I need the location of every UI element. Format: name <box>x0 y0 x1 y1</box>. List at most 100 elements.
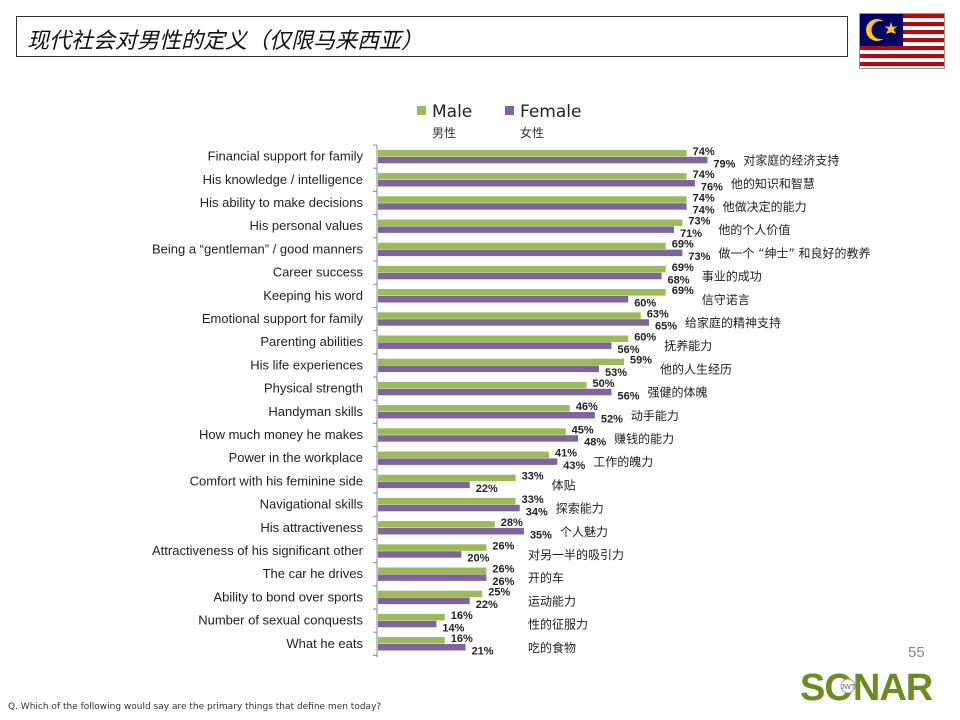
category-label: Being a “gentleman” / good manners <box>152 241 364 256</box>
chinese-label: 他的人生经历 <box>660 361 732 376</box>
bar-female <box>378 504 520 512</box>
data-label-female: 73% <box>688 251 710 263</box>
chinese-label: 事业的成功 <box>702 269 762 284</box>
page-title: 现代社会对男性的定义（仅限马来西亚） <box>27 29 424 54</box>
category-label: His life experiences <box>250 357 363 372</box>
data-label-male: 69% <box>672 285 694 297</box>
data-label-female: 52% <box>601 414 623 426</box>
chinese-label: 他的个人价值 <box>718 222 790 237</box>
bar-male <box>378 196 687 203</box>
category-label: Comfort with his feminine side <box>190 473 363 488</box>
bar-female <box>378 365 600 373</box>
category-label: Power in the workplace <box>229 450 363 465</box>
bar-male <box>378 567 487 574</box>
bar-male <box>378 544 487 551</box>
data-label-male: 41% <box>555 448 577 460</box>
bar-female <box>378 458 558 465</box>
data-label-female: 22% <box>476 483 498 495</box>
flag-stripe <box>860 50 944 55</box>
bar-male <box>378 173 687 180</box>
legend-label-female: Female <box>520 102 581 122</box>
chinese-label: 他做决定的能力 <box>723 199 807 214</box>
data-label-female: 71% <box>680 228 702 240</box>
data-label-male: 16% <box>451 610 473 622</box>
sonar-logo: SONAR JWT <box>798 662 946 709</box>
category-label: Career success <box>273 265 364 280</box>
bar-female <box>378 203 687 210</box>
bar-male <box>378 637 445 644</box>
category-label: Physical strength <box>264 381 363 396</box>
bar-male <box>378 358 625 366</box>
chinese-label: 对家庭的经济支持 <box>743 153 839 168</box>
bar-male <box>378 474 516 482</box>
data-label-male: 28% <box>501 517 523 529</box>
legend-swatch-male <box>417 106 426 115</box>
chinese-label: 体贴 <box>552 478 576 492</box>
category-label: His ability to make decisions <box>200 195 364 210</box>
title-box: 现代社会对男性的定义（仅限马来西亚） <box>16 16 848 57</box>
category-label: Financial support for family <box>208 149 364 164</box>
chinese-label: 运动能力 <box>528 594 576 608</box>
data-label-male: 63% <box>647 308 669 320</box>
category-label: Keeping his word <box>263 288 363 303</box>
logo-badge <box>840 678 856 694</box>
bar-male <box>378 312 641 319</box>
chinese-label: 赚钱的能力 <box>614 431 674 446</box>
footnote: Q. Which of the following would say are … <box>8 702 382 712</box>
data-label-female: 68% <box>668 274 690 286</box>
category-label: How much money he makes <box>199 427 364 442</box>
flag-stripe <box>860 54 944 59</box>
bar-female <box>378 319 650 326</box>
bar-female <box>378 481 470 489</box>
bar-male <box>378 521 495 528</box>
bar-male <box>378 497 516 505</box>
category-label: Attractiveness of his significant other <box>152 543 364 558</box>
chinese-label: 强健的体魄 <box>648 385 708 400</box>
bar-female <box>378 597 470 605</box>
bar-female <box>378 435 579 442</box>
data-label-male: 74% <box>693 192 715 204</box>
bar-female <box>378 342 612 349</box>
chinese-label: 性的征服力 <box>528 617 588 632</box>
category-label: The car he drives <box>263 566 364 581</box>
logo-wordmark: SONAR <box>800 667 933 708</box>
category-label: Emotional support for family <box>202 311 364 326</box>
category-label: Navigational skills <box>260 497 364 512</box>
bar-male <box>378 242 666 250</box>
category-label: His attractiveness <box>260 520 363 535</box>
bar-female <box>378 528 524 535</box>
data-label-male: 60% <box>634 332 656 344</box>
data-label-female: 56% <box>618 344 640 356</box>
page-number: 55 <box>908 644 925 661</box>
data-label-female: 21% <box>472 646 494 658</box>
sonar-logo-image: SONAR JWT <box>800 667 934 709</box>
category-label: His knowledge / intelligence <box>203 172 363 187</box>
category-label: Parenting abilities <box>260 334 363 349</box>
bar-male <box>378 428 566 435</box>
malaysia-flag-image <box>860 14 944 68</box>
chinese-label: 信守诺言 <box>702 293 750 307</box>
bar-female <box>378 388 612 396</box>
category-label: Ability to bond over sports <box>213 589 363 604</box>
data-label-female: 79% <box>713 158 735 170</box>
legend-chinese-male: 男性 <box>432 126 456 140</box>
data-label-male: 69% <box>672 239 694 251</box>
bar-male <box>378 381 587 389</box>
data-label-male: 50% <box>593 378 615 390</box>
bar-female <box>378 156 708 164</box>
data-label-female: 53% <box>605 367 627 379</box>
bar-female <box>378 620 437 628</box>
data-label-female: 48% <box>584 437 606 449</box>
bar-female <box>378 551 462 558</box>
data-label-female: 76% <box>701 182 723 194</box>
category-label: Number of sexual conquests <box>198 613 363 628</box>
data-label-male: 26% <box>492 564 514 576</box>
data-label-male: 59% <box>630 355 652 367</box>
chinese-label: 开的车 <box>528 570 564 585</box>
data-label-male: 74% <box>693 146 715 158</box>
data-label-male: 25% <box>488 587 510 599</box>
bar-male <box>378 590 483 598</box>
bar-female <box>378 574 487 581</box>
star-icon <box>884 22 898 34</box>
